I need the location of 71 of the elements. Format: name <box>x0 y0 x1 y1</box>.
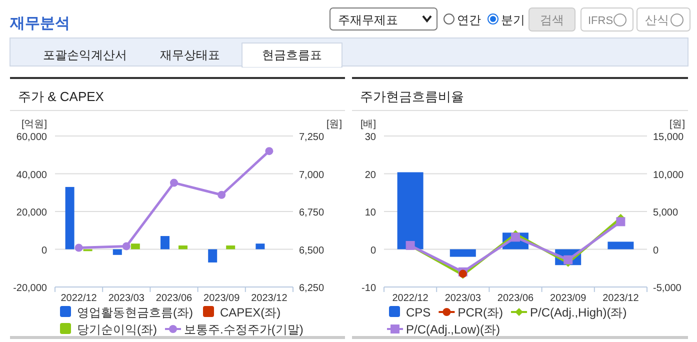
y2-axis-title: [원] <box>326 119 342 130</box>
x-tick-label: 2023/06 <box>497 293 534 304</box>
y-axis-title: [억원] <box>21 119 48 130</box>
x-tick-label: 2023/06 <box>156 293 193 304</box>
text: 검색 <box>540 13 564 27</box>
y-tick-label: 40,000 <box>16 170 48 181</box>
point <box>74 244 83 252</box>
y2-tick-label: 15,000 <box>653 132 684 143</box>
bar <box>130 244 140 250</box>
text: 분기 <box>501 13 525 27</box>
y-tick-label: 20 <box>364 170 376 181</box>
point <box>170 178 178 187</box>
y-tick-label: 0 <box>41 245 48 256</box>
x-tick-label: 2023/12 <box>251 293 288 304</box>
text: 주재무제표 <box>338 13 398 27</box>
text: 현금흐름표 <box>262 48 322 62</box>
y2-tick-label: 0 <box>653 245 659 256</box>
y2-tick-label: 7,250 <box>299 132 324 143</box>
point <box>122 242 130 250</box>
y-tick-label: -20,000 <box>13 283 48 294</box>
bar <box>65 186 74 250</box>
x-tick-label: 2023/03 <box>444 293 482 304</box>
y2-tick-label: 6,250 <box>299 283 324 294</box>
x-tick-label: 2022/12 <box>60 293 98 304</box>
x-tick-label: 2023/03 <box>108 293 145 304</box>
legend-label: CAPEX(좌) <box>220 306 281 320</box>
y2-axis-title: [원] <box>669 119 686 130</box>
y-axis-title: [배] <box>360 119 376 130</box>
bar <box>160 236 170 250</box>
text: 포괄손익계산서 <box>43 48 127 62</box>
text: 재무분석 <box>9 15 70 32</box>
bar <box>178 245 188 250</box>
text: 재무상태표 <box>160 48 220 62</box>
y2-tick-label: 6,750 <box>299 208 324 218</box>
point <box>218 190 226 199</box>
y-tick-label: -10 <box>362 283 376 294</box>
chart-title: 주가 & CAPEX <box>18 89 104 104</box>
y2-tick-label: 5,000 <box>653 208 678 218</box>
legend-label: P/C(Adj.,High)(좌) <box>530 306 627 320</box>
y2-tick-label: 6,500 <box>299 245 324 256</box>
x-tick-label: 2023/09 <box>550 293 587 304</box>
bar <box>450 249 476 257</box>
bar <box>112 249 122 255</box>
legend-label: CPS <box>406 306 431 320</box>
legend-label: PCR(좌) <box>458 306 504 320</box>
y2-tick-label: -5,000 <box>653 283 682 294</box>
point <box>265 147 274 156</box>
text: 산식 <box>645 13 669 27</box>
bar <box>256 244 265 250</box>
bar <box>226 245 236 250</box>
x-tick-label: 2022/12 <box>392 293 429 304</box>
point <box>616 217 626 226</box>
x-tick-label: 2023/12 <box>602 293 640 304</box>
legend-label: P/C(Adj.,Low)(좌) <box>406 322 500 336</box>
y2-tick-label: 7,000 <box>299 170 324 181</box>
bar <box>397 172 424 250</box>
y-tick-label: 60,000 <box>16 132 48 143</box>
y-tick-label: 10 <box>364 208 376 218</box>
legend-label: 당기순이익(좌) <box>77 322 157 336</box>
bar <box>608 242 634 250</box>
legend-label: 영업활동현금흐름(좌) <box>77 306 193 320</box>
text: IFRS <box>588 15 614 27</box>
y-tick-label: 0 <box>370 245 376 256</box>
text: 연간 <box>457 13 481 27</box>
bar <box>208 249 218 262</box>
y-tick-label: 20,000 <box>16 208 48 218</box>
y-tick-label: 30 <box>364 132 376 143</box>
y2-tick-label: 10,000 <box>653 170 684 181</box>
chart-title: 주가현금흐름비율 <box>360 89 464 104</box>
legend-label: 보통주.수정주가(기말) <box>184 322 304 336</box>
x-tick-label: 2023/09 <box>204 293 240 304</box>
